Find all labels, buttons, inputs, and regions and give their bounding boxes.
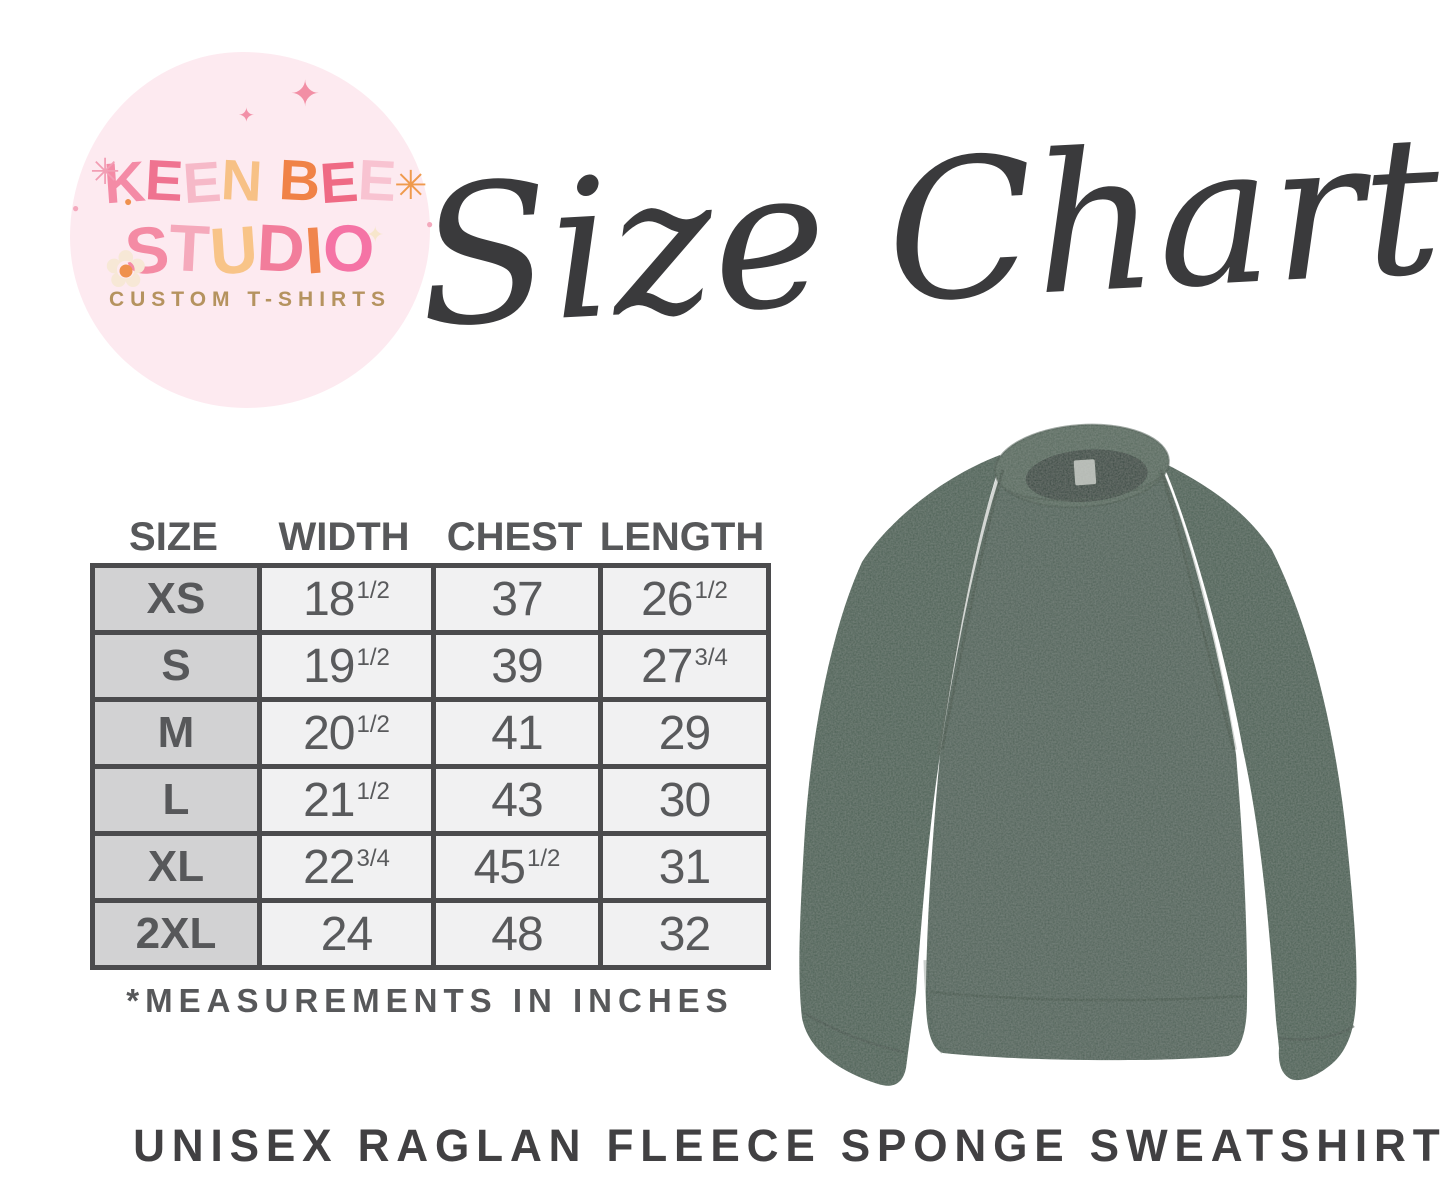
measurement-cell: 223/4 bbox=[257, 831, 436, 903]
logo-letter: U bbox=[207, 211, 260, 289]
fraction-superscript: 3/4 bbox=[694, 643, 728, 671]
sparkle-star-icon: ✳ bbox=[90, 151, 121, 192]
column-header-length: LENGTH bbox=[599, 515, 765, 559]
fraction-superscript: 3/4 bbox=[356, 844, 390, 872]
table-row: S 191/2 39 273/4 bbox=[90, 630, 771, 702]
column-header-chest: CHEST bbox=[446, 515, 583, 559]
measurement-cell: 31 bbox=[598, 831, 771, 903]
measurement-cell: 29 bbox=[598, 697, 771, 769]
logo-letter: B bbox=[277, 147, 322, 215]
measurement-cell: 43 bbox=[431, 764, 603, 836]
measurement-cell: 181/2 bbox=[257, 563, 436, 635]
measurement-cell: 24 bbox=[257, 898, 436, 970]
logo-letter: N bbox=[219, 147, 265, 215]
dot-icon: ● bbox=[124, 193, 133, 209]
fraction-superscript: 1/2 bbox=[356, 777, 390, 805]
product-caption: UNISEX RAGLAN FLEECE SPONGE SWEATSHIRT bbox=[133, 1120, 1445, 1171]
measurement-cell: 451/2 bbox=[431, 831, 603, 903]
logo-letter: D bbox=[255, 209, 308, 287]
measurement-cell: 32 bbox=[598, 898, 771, 970]
measurements-footnote: *MEASUREMENTS IN INCHES bbox=[126, 982, 734, 1019]
left-sleeve bbox=[799, 455, 1002, 1086]
measurement-cell: 261/2 bbox=[598, 563, 771, 635]
table-row: L 211/2 43 30 bbox=[90, 764, 771, 836]
fraction-superscript: 1/2 bbox=[694, 576, 728, 604]
column-header-width: WIDTH bbox=[278, 515, 410, 559]
measurement-cell: 48 bbox=[431, 898, 603, 970]
fraction-superscript: 1/2 bbox=[356, 643, 390, 671]
column-header-size: SIZE bbox=[129, 515, 218, 559]
sparkle-star-icon: ✳ bbox=[394, 164, 428, 208]
size-label: S bbox=[90, 630, 262, 702]
size-label: L bbox=[90, 764, 262, 836]
measurement-cell: 191/2 bbox=[257, 630, 436, 702]
sparkle-icon: ✦ bbox=[238, 105, 255, 127]
size-label: XL bbox=[90, 831, 262, 903]
logo-letter: E bbox=[317, 149, 360, 217]
measurement-cell: 273/4 bbox=[598, 630, 771, 702]
table-row: XS 181/2 37 261/2 bbox=[90, 563, 771, 635]
sparkle-icon: ✦ bbox=[366, 222, 385, 247]
logo-letter: T bbox=[167, 209, 212, 287]
size-table: XS 181/2 37 261/2 S 191/2 39 273/4 M 201/2 41 29 L 21… bbox=[90, 563, 771, 970]
logo-tagline: CUSTOM T-SHIRTS bbox=[108, 288, 392, 311]
dot-icon: ● bbox=[72, 201, 80, 215]
flower-icon: ✿ bbox=[104, 244, 148, 296]
measurement-cell: 39 bbox=[431, 630, 603, 702]
sparkle-icon: ✦ bbox=[290, 73, 321, 114]
sweatshirt-photo bbox=[799, 423, 1357, 1086]
size-label: 2XL bbox=[90, 898, 262, 970]
fraction-superscript: 1/2 bbox=[356, 710, 390, 738]
left-cuff-seam bbox=[802, 1010, 905, 1054]
logo-letter: E bbox=[181, 149, 224, 217]
size-label: M bbox=[90, 697, 262, 769]
body-panel bbox=[925, 444, 1248, 1061]
collar-tag bbox=[1073, 459, 1097, 486]
logo-pink-circle bbox=[70, 52, 430, 408]
fraction-superscript: 1/2 bbox=[356, 576, 390, 604]
measurement-cell: 41 bbox=[431, 697, 603, 769]
logo-letter bbox=[263, 201, 279, 202]
measurement-cell: 211/2 bbox=[257, 764, 436, 836]
waistband-seam bbox=[929, 990, 1245, 1002]
fraction-superscript: 1/2 bbox=[527, 844, 561, 872]
logo-letter: E bbox=[143, 148, 186, 214]
size-label: XS bbox=[90, 563, 262, 635]
table-row: 2XL 24 48 32 bbox=[90, 898, 771, 970]
table-row: XL 223/4 451/2 31 bbox=[90, 831, 771, 903]
logo-letter: E bbox=[356, 148, 398, 214]
measurement-cell: 30 bbox=[598, 764, 771, 836]
right-sleeve bbox=[1162, 462, 1357, 1081]
measurement-cell: 201/2 bbox=[257, 697, 436, 769]
measurement-cell: 37 bbox=[431, 563, 603, 635]
right-cuff-seam bbox=[1278, 1024, 1355, 1041]
table-row: M 201/2 41 29 bbox=[90, 697, 771, 769]
dot-icon: ● bbox=[426, 217, 434, 231]
size-table-header: SIZE WIDTH CHEST LENGTH bbox=[90, 514, 766, 560]
